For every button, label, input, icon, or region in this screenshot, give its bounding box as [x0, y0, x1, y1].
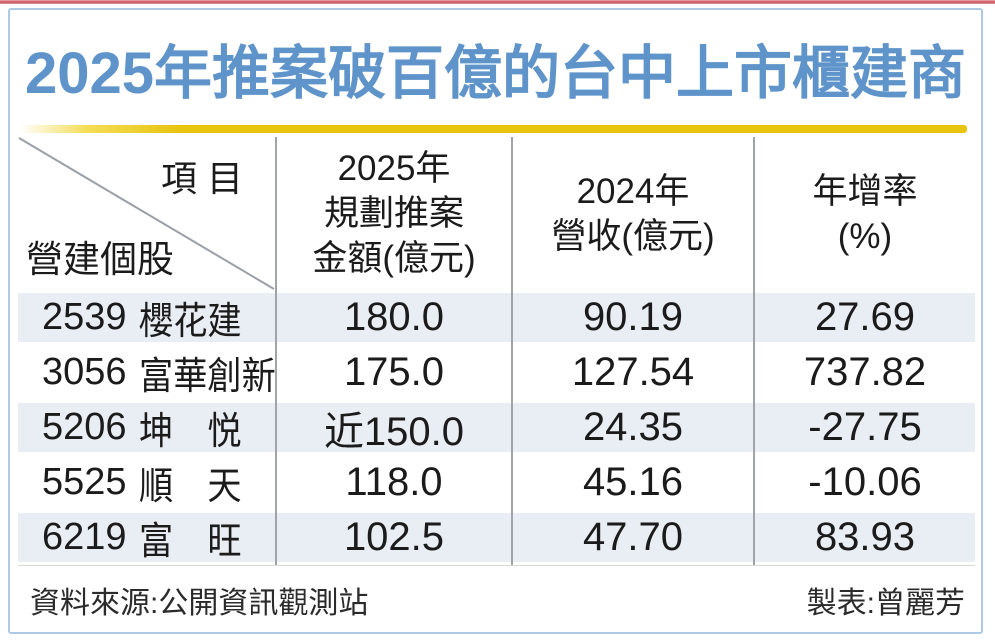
corner-header-cell: 項 目 營建個股: [18, 137, 277, 290]
corner-top-label: 項 目: [160, 158, 243, 199]
yoy-value: 737.82: [803, 350, 927, 394]
stock-cell: 2539 櫻花建: [18, 290, 277, 345]
content-frame: 2025年推案破百億的台中上市櫃建商 項 目 營建個股 2025年 規劃推案 金…: [8, 8, 983, 634]
amount-cell: 118.0: [277, 455, 513, 510]
table-footer: 資料來源:公開資訊觀測站 製表:曾麗芳: [30, 578, 965, 622]
yoy-cell: -27.75: [755, 400, 975, 455]
revenue-cell: 45.16: [513, 455, 755, 510]
stock-cell: 5206 坤 悦: [18, 400, 277, 455]
header-revenue-2024: 2024年 營收(億元): [513, 137, 755, 290]
footer-credit: 製表:曾麗芳: [806, 587, 965, 620]
corner-bottom-label: 營建個股: [26, 239, 174, 280]
stock-code: 5206: [42, 406, 127, 448]
header-line: 年增率: [812, 171, 918, 211]
revenue-value: 90.19: [582, 295, 684, 339]
revenue-value: 45.16: [582, 460, 684, 504]
header-line: 2025年: [337, 149, 451, 188]
stock-name: 順 天: [138, 466, 242, 508]
amount-value: 180.0: [343, 295, 445, 339]
header-line: 2024年: [576, 171, 690, 211]
amount-cell: 175.0: [277, 345, 513, 400]
header-amount-2025: 2025年 規劃推案 金額(億元): [277, 137, 513, 290]
yoy-value: -10.06: [808, 460, 922, 504]
stock-name: 櫻花建: [138, 301, 242, 343]
amount-cell: 102.5: [277, 510, 513, 565]
page-title: 2025年推案破百億的台中上市櫃建商: [24, 41, 967, 106]
stock-cell: 5525 順 天: [18, 455, 277, 510]
stock-code: 6219: [42, 516, 127, 558]
yoy-value: -27.75: [808, 405, 922, 449]
amount-value: 近150.0: [323, 409, 465, 454]
stock-code: 2539: [42, 296, 127, 338]
revenue-value: 127.54: [571, 350, 695, 394]
yoy-cell: -10.06: [755, 455, 975, 510]
amount-cell: 近150.0: [277, 400, 513, 455]
revenue-cell: 47.70: [513, 510, 755, 565]
diagonal-line: [18, 137, 275, 290]
revenue-cell: 90.19: [513, 290, 755, 345]
data-table: 項 目 營建個股 2025年 規劃推案 金額(億元) 2024年 營收(億元) …: [18, 137, 975, 566]
revenue-cell: 127.54: [513, 345, 755, 400]
header-line: 金額(億元): [312, 239, 476, 278]
amount-value: 175.0: [343, 350, 445, 394]
yoy-cell: 83.93: [755, 510, 975, 565]
yoy-value: 27.69: [814, 295, 916, 339]
stock-name: 坤 悦: [138, 411, 242, 453]
revenue-value: 47.70: [582, 515, 684, 559]
header-line: 規劃推案: [323, 194, 464, 233]
revenue-cell: 24.35: [513, 400, 755, 455]
amount-value: 118.0: [345, 460, 443, 504]
gold-divider: [20, 125, 967, 133]
top-accent-line: [0, 0, 995, 4]
stock-cell: 6219 富 旺: [18, 510, 277, 565]
yoy-cell: 737.82: [755, 345, 975, 400]
header-line: (%): [837, 216, 893, 256]
stock-code: 5525: [42, 461, 127, 503]
stock-name: 富華創新: [138, 356, 276, 398]
header-yoy: 年增率 (%): [755, 137, 975, 290]
yoy-value: 83.93: [814, 515, 916, 559]
stock-cell: 3056 富華創新: [18, 345, 277, 400]
footer-source: 資料來源:公開資訊觀測站: [30, 587, 369, 620]
revenue-value: 24.35: [582, 405, 684, 449]
header-line: 營收(億元): [551, 216, 715, 256]
yoy-cell: 27.69: [755, 290, 975, 345]
amount-cell: 180.0: [277, 290, 513, 345]
stock-name: 富 旺: [138, 521, 242, 563]
stock-code: 3056: [42, 351, 127, 393]
amount-value: 102.5: [343, 515, 445, 559]
